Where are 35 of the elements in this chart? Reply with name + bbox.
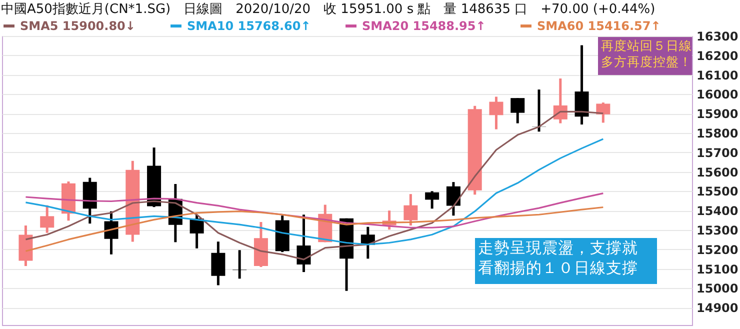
- y-tick-label: 15100: [696, 262, 738, 276]
- candlestick: [425, 190, 440, 210]
- legend-label: SMA20 15488.95↑: [362, 19, 486, 33]
- y-tick-label: 15900: [696, 107, 738, 122]
- legend-label: SMA10 15768.60↑: [187, 19, 311, 33]
- annotation: 再度站回５日線多方再度控盤！: [601, 38, 692, 69]
- candlestick: [596, 101, 610, 124]
- y-tick-label: 15000: [696, 282, 738, 296]
- y-tick-label: 15800: [696, 126, 738, 140]
- candlestick: [232, 248, 247, 280]
- y-tick-label: 15600: [696, 165, 738, 180]
- line-series: [24, 192, 604, 228]
- candlestick: [40, 204, 54, 234]
- legend-label: SMA5 15900.80↓: [20, 19, 136, 33]
- legend-label: SMA60 15416.57↑: [537, 19, 661, 33]
- candlestick: [532, 88, 546, 133]
- candlestick: [489, 95, 504, 131]
- candlestick: [296, 213, 311, 274]
- y-tick-label: 14900: [696, 301, 738, 316]
- y-tick-label: 15500: [696, 184, 738, 199]
- y-tick-label: 16200: [696, 48, 738, 63]
- candlestick: [510, 96, 525, 125]
- y-tick-label: 15400: [696, 204, 738, 218]
- y-tick-label: 16300: [696, 30, 738, 44]
- y-tick-label: 16100: [696, 68, 738, 82]
- chart-title: 中國A50指數近月(CN*1.SG) 日線圖 2020/10/20 收 15951.00 s 點 量 148635 口 +70.00 (+0.44%): [1, 2, 656, 17]
- y-tick-label: 16000: [696, 88, 738, 102]
- candlestick: [446, 180, 460, 217]
- y-tick-label: 15300: [696, 223, 738, 238]
- annotation: 走勢呈現震盪，支撐就看翻揚的１０日線支撐: [478, 239, 638, 277]
- y-tick-label: 15200: [696, 242, 738, 257]
- candlestick: [104, 210, 118, 256]
- candlestick: [404, 192, 418, 227]
- y-tick-label: 15700: [696, 146, 738, 160]
- candlestick: [211, 240, 226, 286]
